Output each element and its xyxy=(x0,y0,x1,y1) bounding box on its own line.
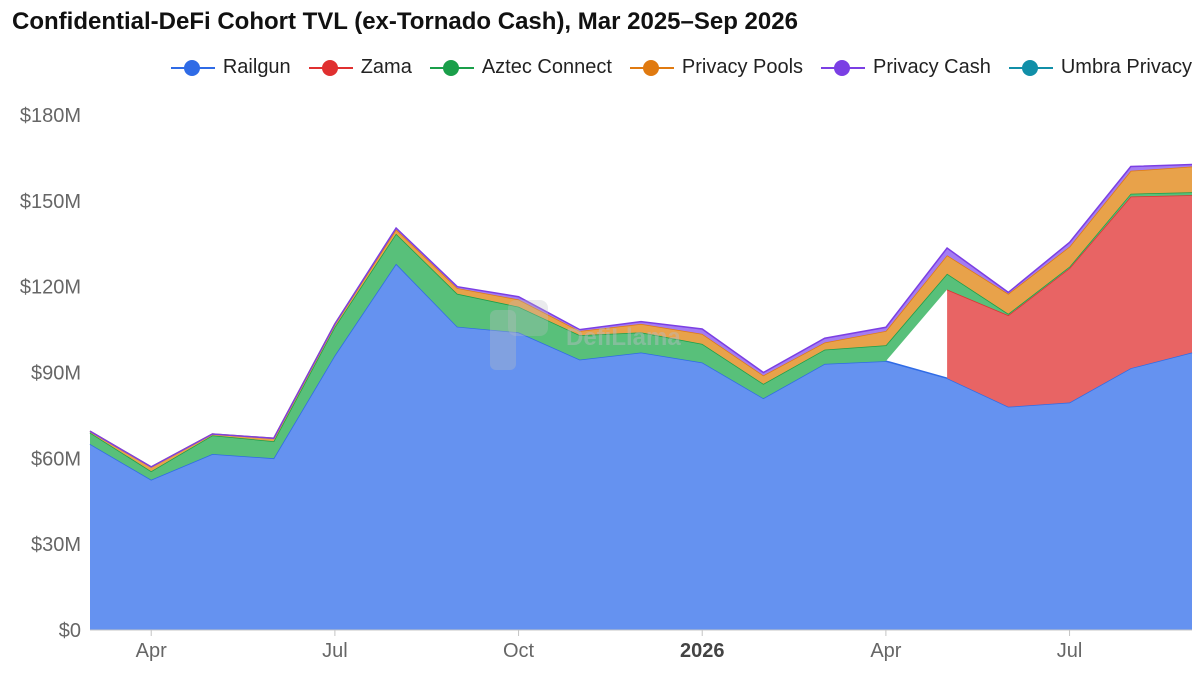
watermark-text: DefiLlama xyxy=(566,324,681,351)
legend-item-railgun[interactable]: Railgun xyxy=(170,56,291,79)
y-tick-label: $180M xyxy=(20,105,81,127)
x-tick-label: Jul xyxy=(1057,640,1083,662)
legend-marker-icon xyxy=(308,59,353,76)
x-tick-label: Apr xyxy=(870,640,901,662)
legend-dot xyxy=(183,59,200,76)
legend-label: Privacy Pools xyxy=(681,56,804,78)
logo-shape xyxy=(490,310,516,370)
chart-legend: Railgun Zama Aztec Connect Privacy Pools… xyxy=(170,56,1192,79)
legend-dot xyxy=(834,59,851,76)
y-tick-label: $0 xyxy=(59,620,81,642)
legend-item-zama[interactable]: Zama xyxy=(308,56,412,79)
legend-dot xyxy=(1021,59,1038,76)
area-series-group xyxy=(89,163,1193,630)
x-tick-label: Jul xyxy=(322,640,348,662)
legend-marker-icon xyxy=(1008,59,1053,76)
y-tick-label: $60M xyxy=(31,448,81,470)
legend-item-aztec-connect[interactable]: Aztec Connect xyxy=(429,56,612,79)
watermark: DefiLlama xyxy=(490,300,681,370)
legend-label: Umbra Privacy xyxy=(1060,56,1192,78)
line-privacy-cash xyxy=(89,163,1193,468)
legend-label: Aztec Connect xyxy=(481,56,612,78)
area-zama[interactable] xyxy=(947,195,1192,407)
y-tick-label: $90M xyxy=(31,363,81,385)
legend-label: Railgun xyxy=(222,56,291,78)
legend-item-privacy-cash[interactable]: Privacy Cash xyxy=(821,56,991,79)
x-tick-label: Apr xyxy=(136,640,167,662)
y-tick-label: $150M xyxy=(20,191,81,213)
legend-dot xyxy=(321,59,338,76)
y-tick-label: $120M xyxy=(20,277,81,299)
legend-label: Privacy Cash xyxy=(873,56,991,78)
x-axis: Apr Jul Oct 2026 Apr Jul xyxy=(90,629,1192,662)
chart-title: Confidential-DeFi Cohort TVL (ex-Tornado… xyxy=(12,8,798,35)
legend-dot xyxy=(442,59,459,76)
x-tick-label: 2026 xyxy=(680,640,725,662)
defillama-logo-icon xyxy=(490,300,548,370)
legend-marker-icon xyxy=(429,59,474,76)
legend-marker-icon xyxy=(629,59,674,76)
legend-item-privacy-pools[interactable]: Privacy Pools xyxy=(629,56,804,79)
legend-marker-icon xyxy=(170,59,215,76)
legend-item-umbra-privacy[interactable]: Umbra Privacy xyxy=(1008,56,1192,79)
y-tick-label: $30M xyxy=(31,534,81,556)
y-axis: $0 $30M $60M $90M $120M $150M $180M xyxy=(20,105,81,642)
legend-dot xyxy=(642,59,659,76)
area-aztec-connect[interactable] xyxy=(90,192,1192,480)
x-tick-label: Oct xyxy=(503,640,535,662)
legend-label: Zama xyxy=(360,56,412,78)
logo-shape xyxy=(508,300,548,336)
legend-marker-icon xyxy=(821,59,866,76)
area-railgun[interactable] xyxy=(90,263,1192,630)
